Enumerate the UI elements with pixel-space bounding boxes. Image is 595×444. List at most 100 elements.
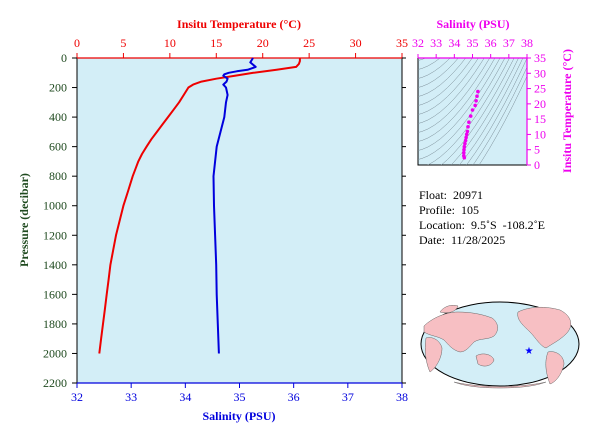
temperature-tick-label: 25	[303, 36, 315, 50]
pressure-tick-label: 1000	[43, 199, 67, 213]
float-location-marker: ★	[525, 346, 534, 357]
ts-salinity-tick-label: 32	[412, 36, 424, 50]
profile-chart: 0 5 10 15 20 25 30 35 32 33 34 35 36 37 38 0 200 400 600…	[17, 17, 408, 423]
ts-salinity-axis: 32 33 34 35 36 37 38	[412, 36, 533, 58]
profile-x-label: Salinity (PSU)	[202, 409, 275, 423]
profile-value: 105	[461, 203, 479, 217]
ts-point	[462, 155, 467, 160]
ts-salinity-tick-label: 38	[521, 36, 533, 50]
ts-series	[462, 89, 480, 160]
ts-temperature-tick-label: 10	[534, 127, 546, 141]
density-contour-line	[418, 58, 501, 151]
profile-series	[98, 57, 301, 354]
temperature-tick-label: 15	[210, 36, 222, 50]
salinity-tick-label: 35	[234, 390, 246, 404]
ts-point	[473, 103, 478, 108]
density-contour-line	[418, 58, 490, 133]
pressure-tick-label: 2000	[43, 346, 67, 360]
temperature-tick-label: 5	[120, 36, 126, 50]
south-america-landmass	[545, 351, 565, 385]
world-map: ★	[420, 301, 580, 389]
salinity-tick-label: 37	[342, 390, 354, 404]
salinity-tick-label: 38	[396, 390, 408, 404]
temperature-tick-label: 0	[74, 36, 80, 50]
ts-point	[462, 151, 466, 155]
density-contour-line	[418, 58, 506, 160]
date-row: Date: 11/28/2025	[419, 233, 545, 248]
ts-salinity-tick-label: 34	[448, 36, 460, 50]
ts-point	[474, 99, 478, 103]
density-contour-line	[418, 58, 496, 142]
date-label: Date:	[419, 233, 445, 247]
ts-point	[468, 114, 473, 118]
density-contour-line	[458, 58, 524, 165]
ts-salinity-tick-label: 35	[467, 36, 479, 50]
ts-temperature-tick-label: 20	[534, 97, 546, 111]
salinity-tick-label: 33	[125, 390, 137, 404]
density-contour-line	[418, 58, 459, 88]
ts-point	[464, 135, 468, 140]
ts-point	[476, 89, 480, 94]
profile-y-label: Pressure (decibar)	[17, 173, 31, 267]
ts-temperature-tick-label: 25	[534, 82, 546, 96]
asia-landmass	[423, 311, 498, 353]
temperature-tick-label: 30	[350, 36, 362, 50]
profile-plot-area	[76, 57, 403, 384]
ts-temperature-tick-label: 15	[534, 112, 546, 126]
pressure-tick-label: 1600	[43, 287, 67, 301]
ts-point	[465, 129, 470, 134]
ts-temperature-tick-label: 5	[534, 143, 540, 157]
location-label: Location:	[419, 218, 465, 232]
density-contour-line	[418, 58, 473, 106]
float-info-panel: Float: 20971 Profile: 105 Location: 9.5˚…	[419, 188, 545, 248]
ts-point	[463, 141, 467, 146]
float-row: Float: 20971	[419, 188, 545, 203]
ts-point	[462, 147, 466, 152]
temperature-tick-label: 20	[257, 36, 269, 50]
density-contour-line	[418, 58, 485, 124]
pressure-axis: 0 200 400 600 800 1000 1200 1400 1600 1800 2000 220…	[43, 51, 406, 390]
temperature-tick-label: 35	[396, 36, 408, 50]
density-contour-line	[418, 58, 441, 70]
salinity-profile-line	[212, 57, 257, 354]
pressure-tick-label: 200	[49, 81, 67, 95]
pressure-tick-label: 800	[49, 169, 67, 183]
ts-point	[467, 120, 471, 124]
pressure-tick-label: 1200	[43, 228, 67, 242]
density-contour-line	[418, 58, 451, 79]
australia-landmass	[475, 353, 495, 367]
salinity-axis: 32 33 34 35 36 37 38	[71, 383, 408, 404]
ts-point	[464, 132, 469, 137]
europe-landmass	[439, 305, 459, 313]
ts-point	[462, 144, 467, 149]
ts-temperature-tick-label: 30	[534, 66, 546, 80]
pressure-tick-label: 400	[49, 110, 67, 124]
salinity-tick-label: 34	[179, 390, 191, 404]
density-contour-line	[418, 58, 466, 97]
density-contour-line	[478, 75, 527, 165]
date-value: 11/28/2025	[451, 233, 506, 247]
ts-y-label: Insitu Temperature (°C)	[560, 49, 574, 173]
temperature-axis: 0 5 10 15 20 25 30 35	[74, 36, 408, 58]
density-contours	[418, 58, 527, 165]
map-continents	[423, 305, 572, 389]
ts-salinity-tick-label: 33	[430, 36, 442, 50]
ts-point	[463, 138, 468, 143]
salinity-tick-label: 36	[288, 390, 300, 404]
north-america-landmass	[517, 307, 572, 349]
africa-landmass	[424, 337, 443, 373]
ts-point	[470, 108, 475, 112]
ts-title: Salinity (PSU)	[436, 17, 509, 31]
pressure-tick-label: 2200	[43, 376, 67, 390]
salinity-tick-label: 32	[71, 390, 83, 404]
density-contour-line	[418, 58, 479, 115]
density-contour-line	[450, 58, 519, 165]
density-contour-line	[472, 66, 527, 165]
float-value: 20971	[453, 188, 484, 202]
pressure-tick-label: 0	[61, 51, 67, 65]
pressure-tick-label: 1800	[43, 317, 67, 331]
ts-point	[466, 125, 470, 129]
